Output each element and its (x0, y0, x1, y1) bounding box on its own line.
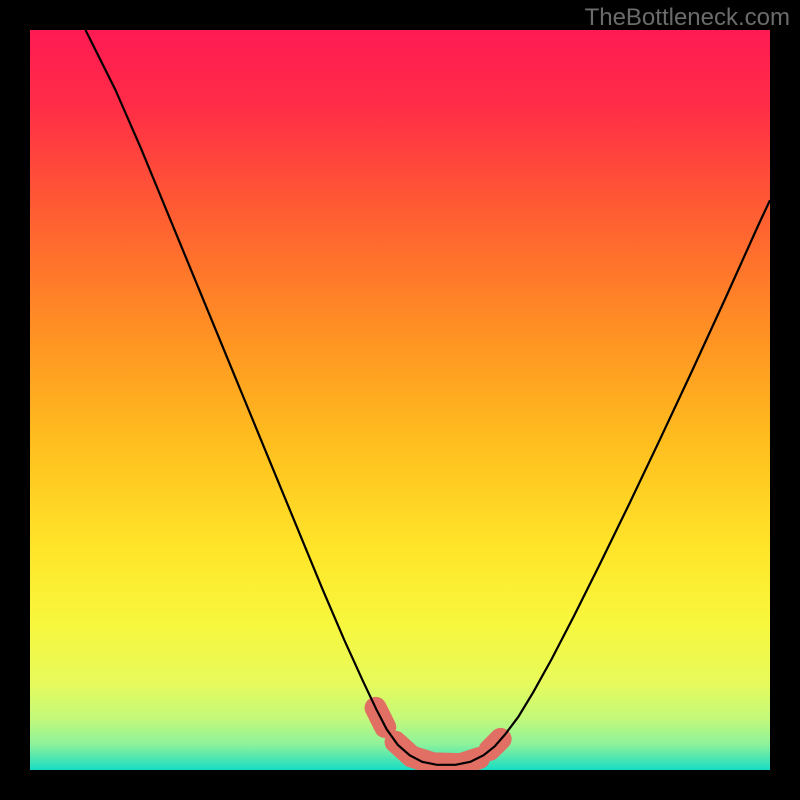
plot-area (30, 30, 770, 770)
plot-svg (30, 30, 770, 770)
watermark-text: TheBottleneck.com (585, 4, 790, 32)
chart-container: TheBottleneck.com (0, 0, 800, 800)
gradient-rect (30, 30, 770, 770)
